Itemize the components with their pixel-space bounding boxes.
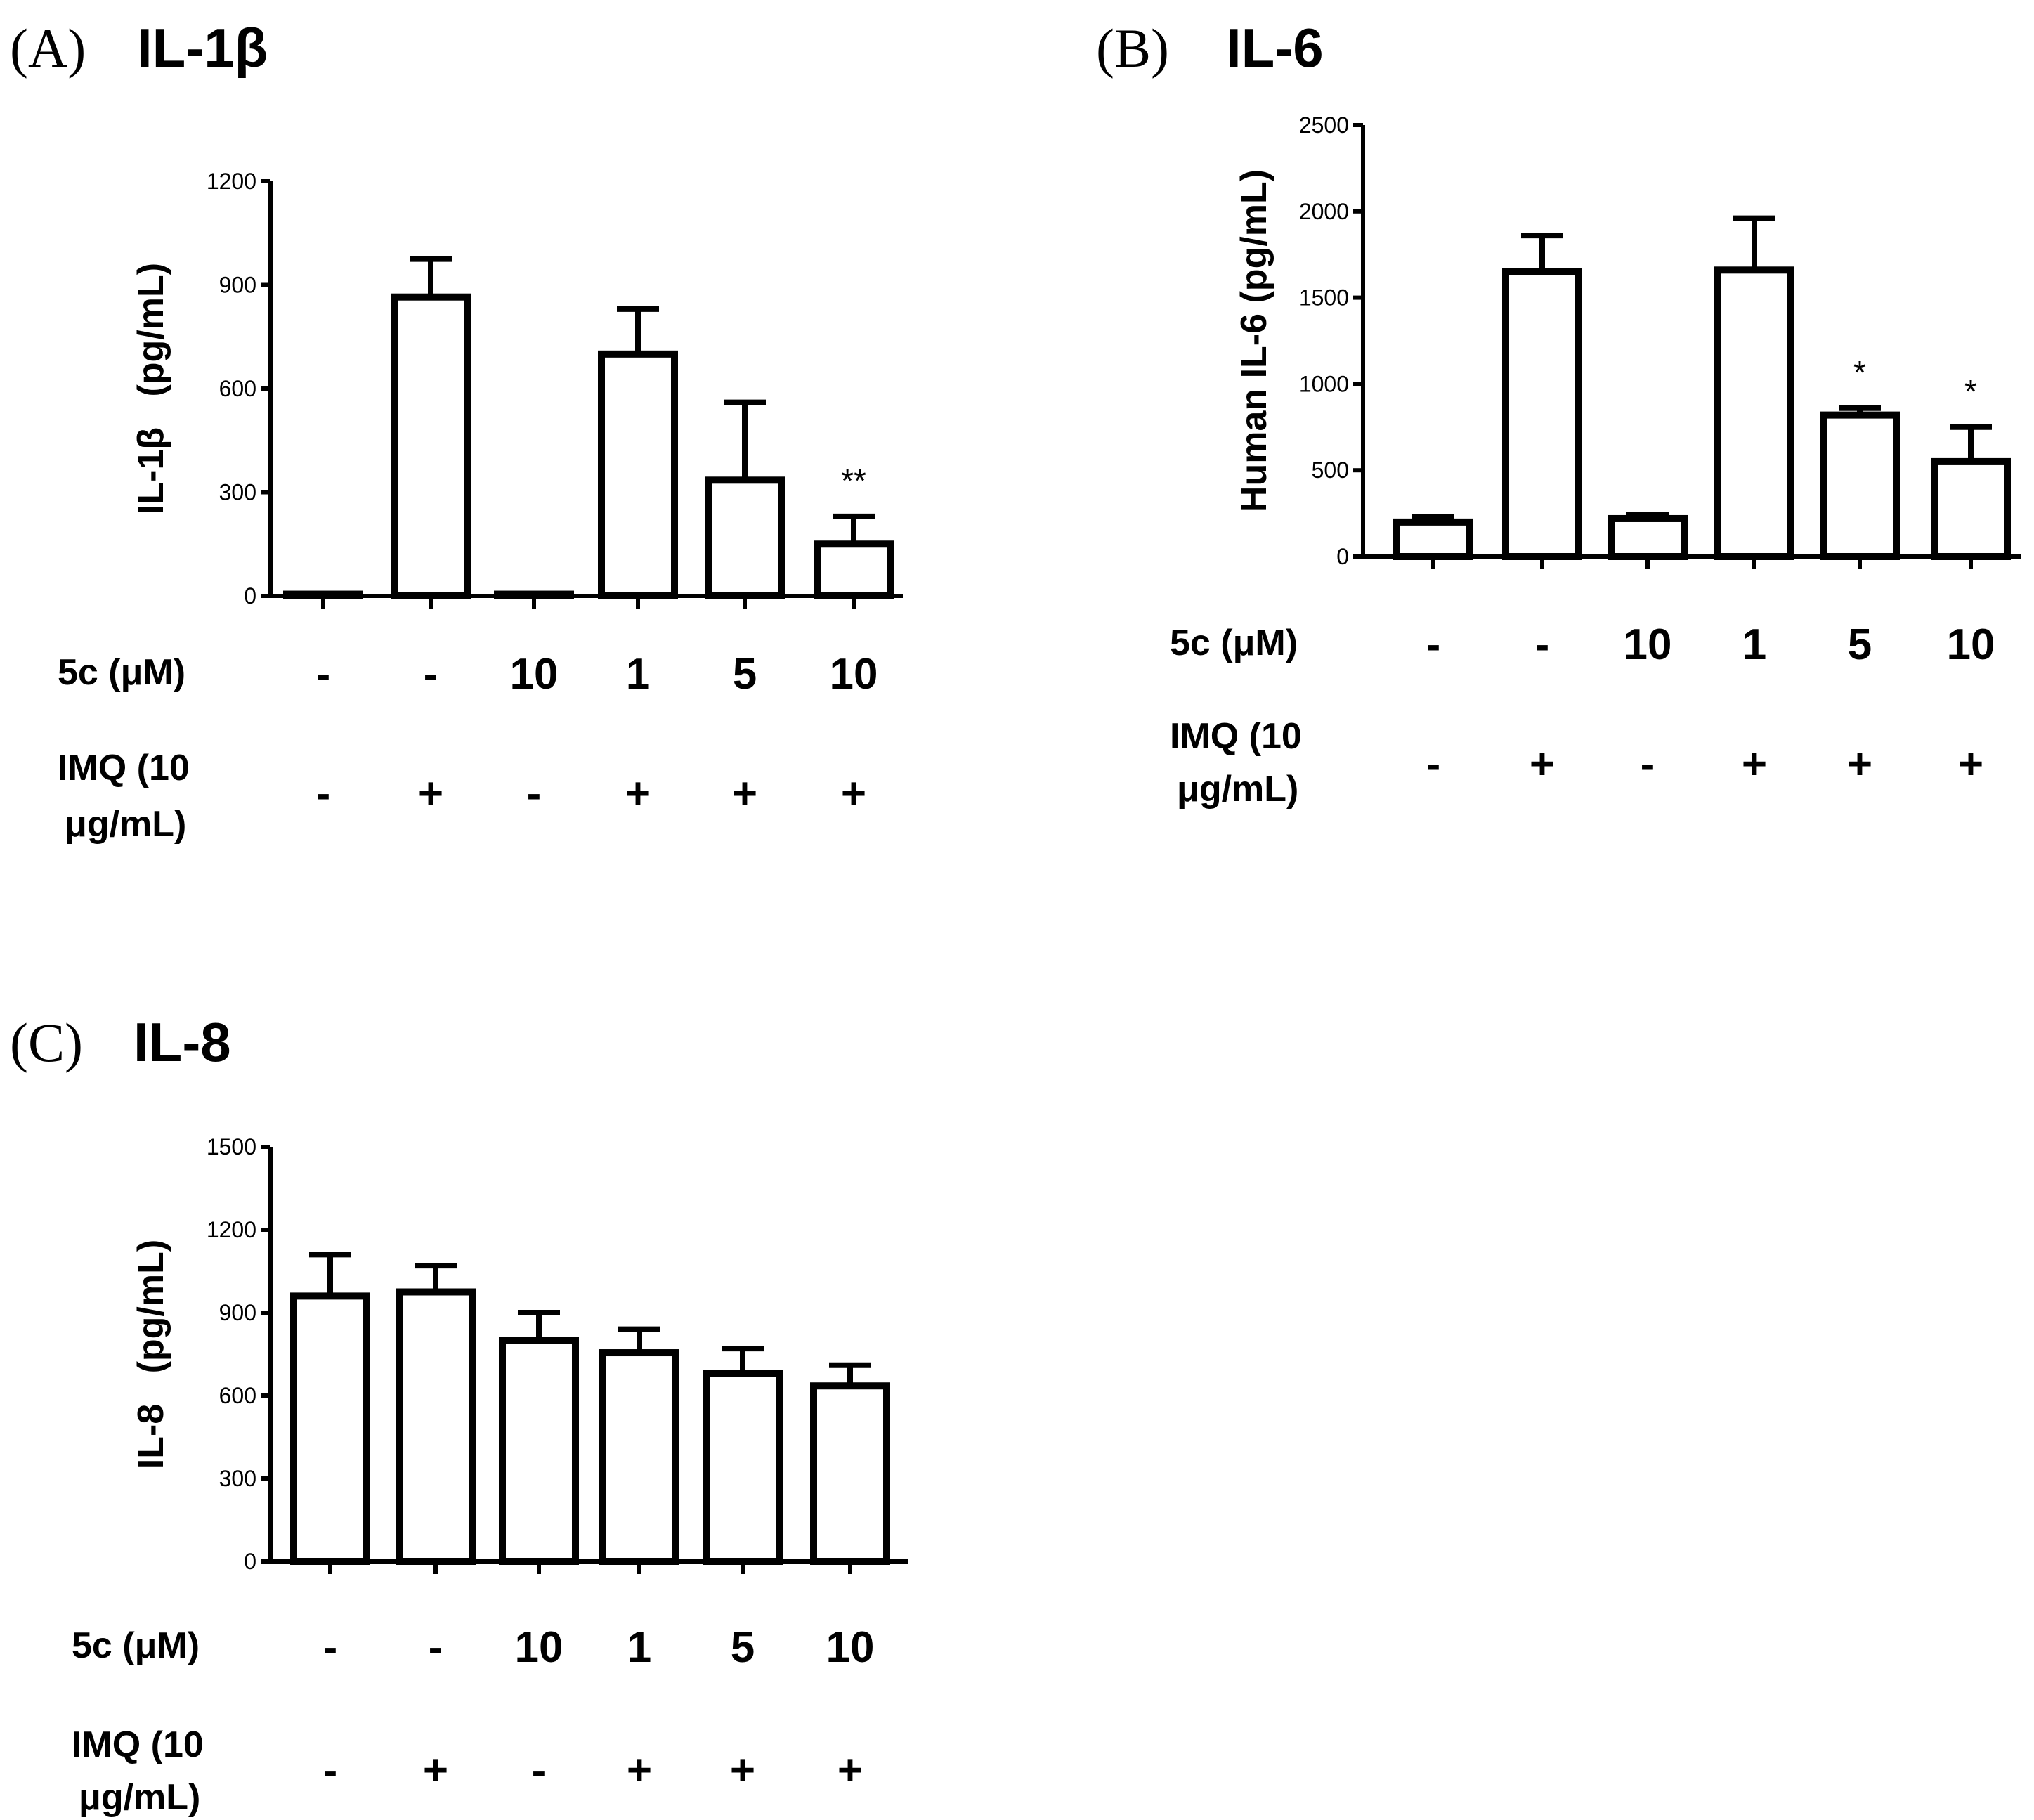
condition-imq-value: + — [730, 1746, 755, 1795]
condition-5c-value: 10 — [830, 650, 878, 698]
y-tick-label: 300 — [219, 1466, 256, 1491]
condition-5c-value: 5 — [731, 1623, 755, 1672]
significance-marker: * — [1964, 373, 1977, 410]
bar — [599, 1349, 679, 1565]
row-label-imq-line2: μg/mL) — [79, 1777, 200, 1818]
bar — [810, 1382, 890, 1565]
bar — [1714, 266, 1794, 560]
condition-5c-value: - — [1535, 620, 1550, 669]
row-label-imq-line2: μg/mL) — [1177, 769, 1298, 810]
row-label-imq-line1: IMQ (10 — [72, 1724, 204, 1765]
bar — [494, 590, 574, 600]
condition-imq-value: + — [1958, 740, 1983, 788]
y-axis-label: IL-8 (pg/mL) — [131, 1240, 171, 1469]
y-tick-label: 600 — [219, 376, 256, 401]
panel-letter: (A) — [10, 18, 86, 79]
y-tick-label: 0 — [244, 583, 256, 609]
condition-imq-value: - — [532, 1746, 547, 1795]
bar — [705, 476, 785, 600]
y-tick-label: 1500 — [207, 1134, 256, 1159]
bar — [1502, 268, 1582, 560]
condition-imq-value: - — [1641, 740, 1655, 788]
condition-imq-value: + — [418, 769, 443, 818]
condition-imq-value: + — [625, 769, 651, 818]
y-tick-label: 600 — [219, 1383, 256, 1408]
significance-marker: * — [1853, 354, 1866, 391]
y-tick-label: 1500 — [1299, 285, 1349, 311]
condition-imq-value: + — [837, 1746, 863, 1795]
condition-imq-value: + — [627, 1746, 652, 1795]
row-label-imq-line1: IMQ (10 — [1170, 716, 1302, 757]
bar — [499, 1337, 579, 1566]
bar — [1608, 514, 1688, 561]
y-tick-label: 2500 — [1299, 112, 1349, 138]
row-label-5c: 5c (μM) — [58, 652, 185, 693]
y-tick-label: 900 — [219, 1300, 256, 1325]
row-label-5c: 5c (μM) — [1170, 623, 1298, 663]
bar — [1931, 457, 2011, 560]
bar — [1393, 518, 1473, 561]
y-tick-label: 500 — [1312, 457, 1349, 483]
y-axis-label: Human IL-6 (pg/mL) — [1234, 169, 1274, 512]
chart-panel-2: (B) IL-6 0 500 1000 1500 2000 2500 Human IL-6 (p… — [1096, 17, 2021, 810]
condition-imq-value: - — [316, 769, 331, 818]
bar — [283, 590, 363, 600]
condition-imq-value: - — [1426, 740, 1441, 788]
condition-5c-value: - — [429, 1623, 443, 1672]
panel-letter: (B) — [1096, 18, 1169, 79]
row-label-5c: 5c (μM) — [72, 1625, 200, 1666]
row-label-imq-line1: IMQ (10 — [58, 748, 190, 788]
panel-title: IL-8 — [133, 1011, 231, 1073]
condition-imq-value: + — [1847, 740, 1872, 788]
condition-5c-value: 1 — [1742, 620, 1766, 669]
condition-imq-value: - — [323, 1746, 338, 1795]
condition-5c-value: 1 — [627, 1623, 651, 1672]
y-tick-label: 300 — [219, 480, 256, 505]
chart-panel-3: (C) IL-8 0 300 600 900 1200 1500 IL-8 (pg/mL) - - -… — [10, 1011, 908, 1818]
condition-5c-value: - — [1426, 620, 1441, 669]
condition-5c-value: 10 — [510, 650, 559, 698]
bar — [1820, 411, 1900, 560]
condition-imq-value: - — [527, 769, 542, 818]
condition-5c-value: - — [424, 650, 438, 698]
y-tick-label: 900 — [219, 273, 256, 298]
bar — [598, 350, 678, 599]
condition-5c-value: 1 — [626, 650, 650, 698]
chart-panel-1: (A) IL-1β 0 300 600 900 1200 IL-1β (pg/mL) - - - +1… — [10, 17, 903, 845]
condition-5c-value: 10 — [1947, 620, 1995, 669]
condition-imq-value: + — [1530, 740, 1555, 788]
row-label-imq-line2: μg/mL) — [65, 804, 186, 845]
bar — [814, 540, 894, 599]
y-tick-label: 1200 — [207, 1217, 256, 1242]
condition-5c-value: 10 — [515, 1623, 563, 1672]
condition-5c-value: 10 — [1624, 620, 1672, 669]
condition-imq-value: + — [1742, 740, 1767, 788]
bar — [391, 293, 471, 599]
panel-title: IL-6 — [1226, 17, 1324, 79]
significance-marker: ** — [841, 462, 866, 499]
y-tick-label: 1200 — [207, 169, 256, 194]
bar — [290, 1292, 370, 1566]
panel-letter: (C) — [10, 1012, 83, 1073]
condition-imq-value: + — [423, 1746, 448, 1795]
y-tick-label: 1000 — [1299, 371, 1349, 396]
y-axis-label: IL-1β (pg/mL) — [131, 263, 171, 514]
condition-imq-value: + — [732, 769, 757, 818]
condition-imq-value: + — [841, 769, 866, 818]
y-tick-label: 0 — [244, 1549, 256, 1574]
bar — [396, 1288, 476, 1565]
panel-title: IL-1β — [137, 17, 268, 79]
condition-5c-value: - — [323, 1623, 338, 1672]
condition-5c-value: 5 — [1848, 620, 1872, 669]
y-tick-label: 0 — [1336, 544, 1349, 569]
condition-5c-value: 5 — [733, 650, 757, 698]
y-tick-label: 2000 — [1299, 199, 1349, 224]
bar — [703, 1370, 783, 1565]
condition-5c-value: - — [316, 650, 331, 698]
condition-5c-value: 10 — [826, 1623, 875, 1672]
